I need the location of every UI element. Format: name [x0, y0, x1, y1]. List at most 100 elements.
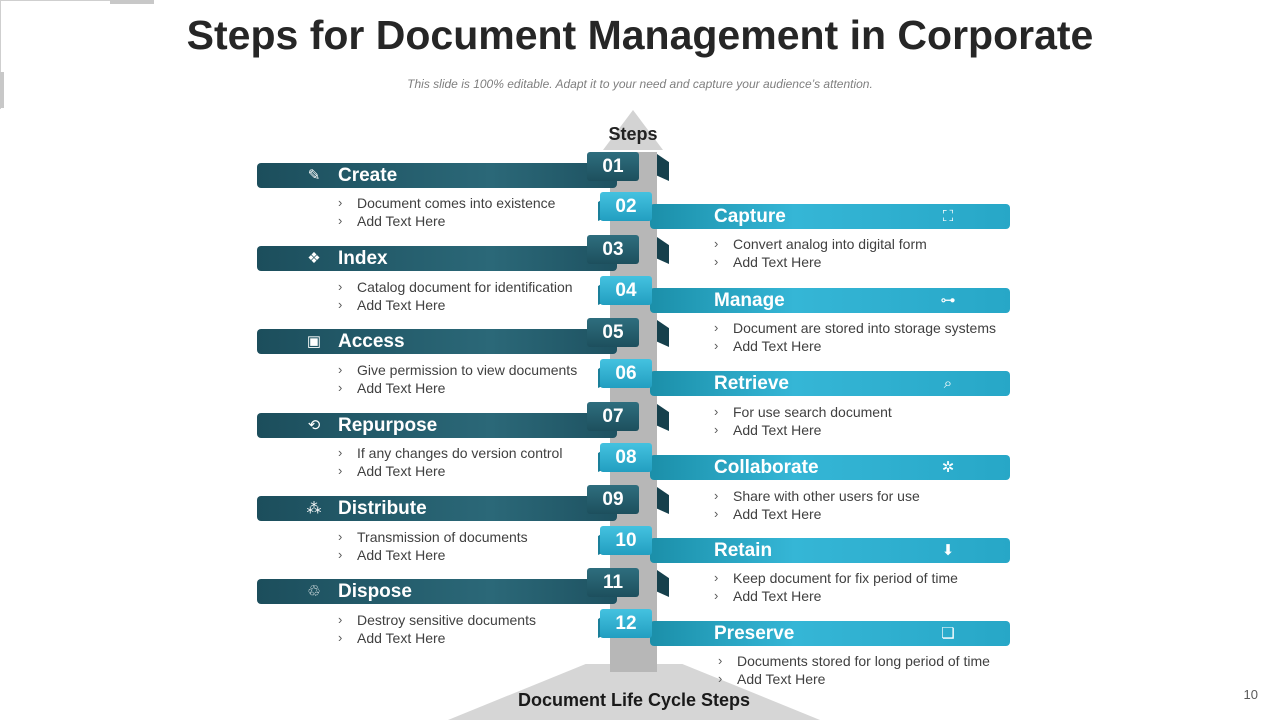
- bullet-item: › Keep document for fix period of time: [714, 569, 958, 587]
- bullet-text: Convert analog into digital form: [733, 236, 927, 252]
- ribbon-fold: [657, 320, 669, 347]
- step-number: 05: [587, 318, 639, 347]
- monitor-icon: ▣: [306, 333, 322, 350]
- ribbon-fold: [657, 487, 669, 514]
- bullet-text: Add Text Here: [357, 297, 446, 313]
- step-number: 11: [587, 568, 639, 597]
- bullet-item: › Add Text Here: [714, 505, 920, 523]
- step-band-repurpose: ⟲ Repurpose: [257, 413, 617, 438]
- bullet-item: › Add Text Here: [338, 462, 562, 480]
- chevron-right-icon: ›: [338, 195, 343, 210]
- bullet-text: Transmission of documents: [357, 529, 528, 545]
- chevron-right-icon: ›: [338, 463, 343, 478]
- step-band-dispose: ♲ Dispose: [257, 579, 617, 604]
- step-title: Dispose: [338, 581, 412, 602]
- step-band-retrieve: ⌕ Retrieve: [650, 371, 1010, 396]
- step-number: 07: [587, 402, 639, 431]
- bullet-item: › Document comes into existence: [338, 194, 555, 212]
- bullet-item: › Give permission to view documents: [338, 361, 577, 379]
- bullet-text: Add Text Here: [737, 671, 826, 687]
- step-number: 06: [600, 359, 652, 388]
- step-title: Distribute: [338, 498, 427, 519]
- bullet-text: Document are stored into storage systems: [733, 320, 997, 336]
- step-band-manage: ⊶ Manage: [650, 288, 1010, 313]
- search-document-icon: ⌕: [943, 375, 953, 392]
- chevron-right-icon: ›: [338, 279, 343, 294]
- bullet-text: Document comes into existence: [357, 195, 556, 211]
- chevron-right-icon: ›: [714, 254, 719, 269]
- chevron-right-icon: ›: [714, 588, 719, 603]
- step-band-capture: ⛶ Capture: [650, 204, 1010, 229]
- preserve-documents-icon: ❏: [941, 625, 955, 642]
- corner-decoration: [0, 0, 154, 110]
- archive-box-icon: ⬇: [941, 542, 955, 559]
- chevron-right-icon: ›: [714, 404, 719, 419]
- bullet-item: › Add Text Here: [338, 629, 536, 647]
- chevron-right-icon: ›: [338, 547, 343, 562]
- bullet-text: Add Text Here: [357, 547, 446, 563]
- chevron-right-icon: ›: [338, 529, 343, 544]
- steps-label: Steps: [608, 124, 658, 144]
- step-title: Capture: [714, 206, 786, 227]
- bullet-item: › For use search document: [714, 403, 892, 421]
- bullet-item: › Add Text Here: [714, 253, 927, 271]
- bullet-text: Catalog document for identification: [357, 279, 573, 295]
- chevron-right-icon: ›: [718, 653, 723, 668]
- bullet-text: Add Text Here: [733, 588, 822, 604]
- bullet-item: › Add Text Here: [338, 296, 573, 314]
- bullet-item: › Add Text Here: [338, 379, 577, 397]
- step-bullets-repurpose: › If any changes do version control › Add T…: [338, 444, 562, 480]
- bullet-text: Share with other users for use: [733, 488, 920, 504]
- step-number: 10: [600, 526, 652, 555]
- chevron-right-icon: ›: [714, 320, 719, 335]
- bullet-text: Add Text Here: [733, 338, 822, 354]
- ribbon-fold: [657, 154, 669, 181]
- step-bullets-preserve: › Documents stored for long period of tim…: [718, 652, 990, 688]
- step-title: Repurpose: [338, 415, 438, 436]
- bullet-item: › Transmission of documents: [338, 528, 528, 546]
- chevron-right-icon: ›: [718, 671, 723, 686]
- bullet-text: Add Text Here: [357, 630, 446, 646]
- step-title: Create: [338, 165, 398, 186]
- bullet-text: For use search document: [733, 404, 892, 420]
- chevron-right-icon: ›: [714, 236, 719, 251]
- chevron-right-icon: ›: [338, 445, 343, 460]
- step-number: 03: [587, 235, 639, 264]
- step-title: Index: [338, 248, 388, 269]
- collaborate-icon: ✲: [941, 459, 955, 476]
- bullet-item: › Add Text Here: [338, 546, 528, 564]
- bullet-item: › Documents stored for long period of tim…: [718, 652, 990, 670]
- hierarchy-icon: ⊶: [940, 292, 956, 309]
- chevron-right-icon: ›: [338, 362, 343, 377]
- step-number: 08: [600, 443, 652, 472]
- chevron-right-icon: ›: [714, 488, 719, 503]
- bullet-item: › Convert analog into digital form: [714, 235, 927, 253]
- index-icon: ❖: [307, 250, 321, 267]
- step-title: Retain: [714, 540, 773, 561]
- dispose-icon: ♲: [307, 583, 321, 600]
- bullet-item: › Add Text Here: [714, 337, 996, 355]
- ribbon-fold: [657, 237, 669, 264]
- slide-title: Steps for Document Management in Corpora…: [186, 12, 1094, 58]
- step-bullets-manage: › Document are stored into storage system…: [714, 319, 996, 355]
- edit-icon: ✎: [307, 167, 321, 184]
- step-title: Retrieve: [714, 373, 789, 394]
- step-bullets-retain: › Keep document for fix period of time › Ad…: [714, 569, 958, 605]
- ribbon-fold: [657, 570, 669, 597]
- step-bullets-access: › Give permission to view documents › Add T…: [338, 361, 577, 397]
- step-number: 09: [587, 485, 639, 514]
- bullet-item: › Destroy sensitive documents: [338, 611, 536, 629]
- bullet-text: Add Text Here: [357, 213, 446, 229]
- step-title: Collaborate: [714, 457, 819, 478]
- bullet-text: Add Text Here: [357, 463, 446, 479]
- bullet-item: › Add Text Here: [718, 670, 990, 688]
- bullet-item: › Share with other users for use: [714, 487, 920, 505]
- life-cycle-label: Document Life Cycle Steps: [517, 690, 751, 710]
- bullet-item: › Add Text Here: [338, 212, 555, 230]
- step-number: 04: [600, 276, 652, 305]
- bullet-text: Destroy sensitive documents: [357, 612, 536, 628]
- distribute-icon: ⁂: [306, 500, 322, 517]
- step-number: 01: [587, 152, 639, 181]
- step-band-index: ❖ Index: [257, 246, 617, 271]
- step-band-collaborate: ✲ Collaborate: [650, 455, 1010, 480]
